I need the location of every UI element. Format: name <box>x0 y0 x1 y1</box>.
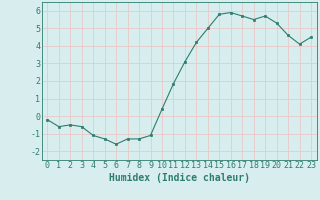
X-axis label: Humidex (Indice chaleur): Humidex (Indice chaleur) <box>109 173 250 183</box>
